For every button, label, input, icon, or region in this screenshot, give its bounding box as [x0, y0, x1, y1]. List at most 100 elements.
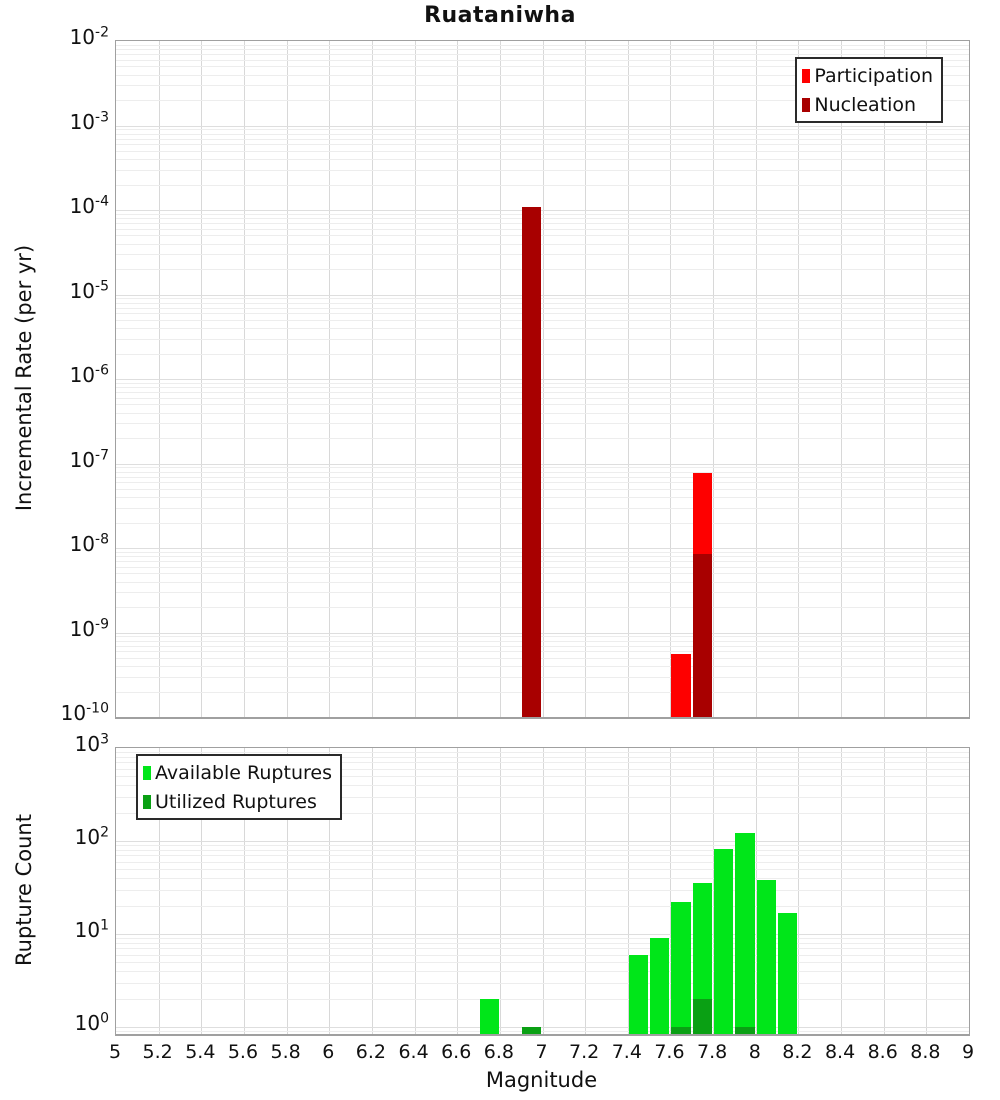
bar-utilized-ruptures-m6.95	[522, 1026, 542, 1034]
participation-marker-icon	[802, 68, 811, 83]
x-axis-label: Magnitude	[485, 1068, 598, 1092]
gridline-horizontal	[116, 144, 969, 146]
x-tick-label: 5.4	[185, 1041, 216, 1063]
gridline-horizontal	[116, 397, 969, 399]
gridline-horizontal	[116, 954, 969, 956]
y-tick-label: 103	[74, 731, 109, 756]
gridline-horizontal	[116, 868, 969, 870]
gridline-horizontal	[116, 298, 969, 300]
gridline-horizontal	[116, 307, 969, 309]
gridline-horizontal	[116, 228, 969, 230]
x-tick-label: 7.4	[611, 1041, 642, 1063]
gridline-horizontal	[116, 657, 969, 659]
gridline-horizontal	[116, 905, 969, 907]
gridline-horizontal	[116, 328, 969, 330]
nucleation-marker-icon	[802, 97, 811, 112]
gridline-horizontal	[116, 223, 969, 225]
x-tick-label: 8	[748, 1041, 761, 1063]
gridline-horizontal	[116, 592, 969, 594]
gridline-horizontal	[116, 338, 969, 340]
gridline-horizontal	[116, 581, 969, 583]
gridline-horizontal	[116, 861, 969, 863]
gridline-vertical	[926, 748, 928, 1034]
gridline-horizontal	[116, 840, 969, 842]
legend-label: Available Ruptures	[155, 761, 332, 784]
x-tick-label: 8.8	[910, 1041, 941, 1063]
bar-available-ruptures-m6.75	[479, 998, 499, 1034]
gridline-horizontal	[116, 757, 969, 758]
gridline-horizontal	[116, 691, 969, 693]
gridline-horizontal	[116, 254, 969, 256]
x-tick-label: 5.8	[270, 1041, 301, 1063]
gridline-horizontal	[116, 184, 969, 186]
gridline-horizontal	[116, 467, 969, 469]
gridline-horizontal	[116, 551, 969, 553]
gridline-horizontal	[116, 404, 969, 406]
y-tick-label: 10-9	[69, 615, 109, 641]
gridline-horizontal	[116, 392, 969, 394]
gridline-vertical	[713, 748, 715, 1034]
gridline-vertical	[158, 748, 160, 1034]
gridline-horizontal	[116, 1026, 969, 1028]
x-tick-label: 9	[961, 1041, 975, 1063]
gridline-horizontal	[116, 632, 969, 634]
x-tick-label: 6.6	[441, 1041, 472, 1063]
x-tick-label: 5.2	[142, 1041, 173, 1063]
gridline-horizontal	[116, 948, 969, 950]
gridline-horizontal	[116, 302, 969, 304]
gridline-horizontal	[116, 497, 969, 499]
gridline-horizontal	[116, 942, 969, 944]
bar-available-ruptures-m7.85	[714, 849, 734, 1034]
gridline-horizontal	[116, 982, 969, 984]
gridline-vertical	[883, 748, 885, 1034]
y-tick-label: 10-5	[69, 277, 109, 303]
x-tick-label: 8.4	[824, 1041, 856, 1063]
bar-available-ruptures-m8.05	[756, 880, 777, 1034]
gridline-horizontal	[116, 210, 969, 211]
legend-rate: Participation Nucleation	[795, 57, 943, 123]
gridline-horizontal	[116, 877, 969, 879]
bar-available-ruptures-m7.55	[650, 938, 670, 1034]
gridline-horizontal	[116, 44, 969, 46]
gridline-horizontal	[116, 666, 969, 668]
gridline-horizontal	[116, 49, 969, 51]
gridline-vertical	[585, 748, 587, 1034]
gridline-horizontal	[116, 150, 969, 152]
gridline-horizontal	[116, 294, 969, 296]
gridline-horizontal	[116, 961, 969, 963]
gridline-horizontal	[116, 218, 969, 220]
gridline-horizontal	[116, 159, 969, 161]
gridline-horizontal	[116, 845, 969, 847]
y-tick-label: 101	[74, 917, 109, 942]
gridline-vertical	[286, 748, 288, 1034]
gridline-horizontal	[116, 74, 969, 76]
x-tick-label: 6	[322, 1041, 335, 1063]
gridline-vertical	[414, 748, 416, 1034]
gridline-horizontal	[116, 998, 969, 1000]
gridline-vertical	[841, 748, 843, 1034]
gridline-horizontal	[116, 651, 969, 653]
gridline-horizontal	[116, 482, 969, 484]
x-tick-label: 6.4	[398, 1041, 429, 1063]
gridline-vertical	[798, 748, 800, 1034]
gridline-vertical	[499, 748, 501, 1034]
gridline-horizontal	[116, 169, 969, 171]
x-tick-label: 6.2	[355, 1041, 386, 1063]
legend-label: Participation	[814, 64, 933, 87]
rate-plot	[115, 40, 970, 719]
bar-available-ruptures-m7.75	[692, 883, 713, 1034]
gridline-horizontal	[116, 970, 969, 972]
gridline-horizontal	[116, 775, 969, 777]
gridline-horizontal	[116, 645, 969, 647]
bar-participation-m7.65	[671, 654, 691, 717]
gridline-horizontal	[116, 269, 969, 271]
gridline-horizontal	[116, 938, 969, 940]
gridline-vertical	[627, 748, 629, 1034]
gridline-horizontal	[116, 607, 969, 609]
gridline-horizontal	[116, 412, 969, 414]
y-tick-label: 10-4	[69, 193, 109, 218]
y-tick-label: 10-10	[60, 700, 109, 725]
gridline-horizontal	[116, 100, 969, 102]
gridline-horizontal	[116, 762, 969, 764]
gridline-horizontal	[116, 353, 969, 355]
